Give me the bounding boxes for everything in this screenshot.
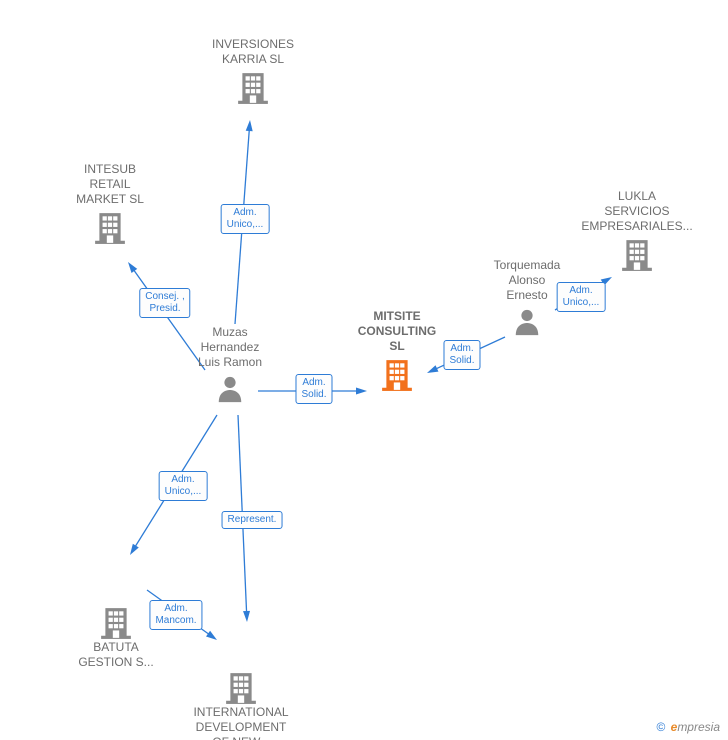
building-icon-wrap (557, 238, 717, 272)
node-inversiones[interactable]: INVERSIONES KARRIA SL (173, 37, 333, 105)
edge-arrowhead (206, 631, 217, 640)
brand-rest: mpresia (677, 720, 720, 734)
edge-label: Consej. , Presid. (139, 288, 190, 318)
diagram-canvas: Muzas Hernandez Luis Ramon Torquemada Al… (0, 0, 728, 740)
edge-arrowhead (246, 120, 253, 131)
node-label: Muzas Hernandez Luis Ramon (150, 325, 310, 370)
watermark: © empresia (656, 720, 720, 734)
node-label: INTERNATIONAL DEVELOPMENT OF NEW... (161, 705, 321, 740)
node-intesub[interactable]: INTESUB RETAIL MARKET SL (30, 162, 190, 245)
edge-label: Adm. Mancom. (149, 600, 202, 630)
person-icon-wrap (150, 374, 310, 404)
node-label: BATUTA GESTION S... (36, 640, 196, 670)
person-icon (512, 307, 542, 337)
node-label: LUKLA SERVICIOS EMPRESARIALES... (557, 189, 717, 234)
edge-label: Adm. Unico,... (557, 282, 606, 312)
building-icon (380, 358, 414, 392)
edge-label: Adm. Solid. (443, 340, 480, 370)
node-label: INTESUB RETAIL MARKET SL (30, 162, 190, 207)
building-icon (236, 71, 270, 105)
edge-label: Adm. Unico,... (159, 471, 208, 501)
person-icon (215, 374, 245, 404)
edge-arrowhead (243, 611, 250, 622)
building-icon-wrap (30, 211, 190, 245)
copyright-symbol: © (656, 720, 665, 734)
node-lukla[interactable]: LUKLA SERVICIOS EMPRESARIALES... (557, 189, 717, 272)
node-intl[interactable]: INTERNATIONAL DEVELOPMENT OF NEW... (161, 667, 321, 740)
edge-arrowhead (130, 544, 139, 555)
edge-label: Represent. (222, 511, 283, 529)
edge-arrowhead (128, 262, 137, 273)
building-icon-wrap (161, 671, 321, 705)
edge-label: Adm. Unico,... (221, 204, 270, 234)
edge-label: Adm. Solid. (295, 374, 332, 404)
building-icon (224, 671, 258, 705)
node-muzas[interactable]: Muzas Hernandez Luis Ramon (150, 325, 310, 404)
building-icon-wrap (173, 71, 333, 105)
building-icon (620, 238, 654, 272)
building-icon (93, 211, 127, 245)
node-label: INVERSIONES KARRIA SL (173, 37, 333, 67)
building-icon (99, 606, 133, 640)
